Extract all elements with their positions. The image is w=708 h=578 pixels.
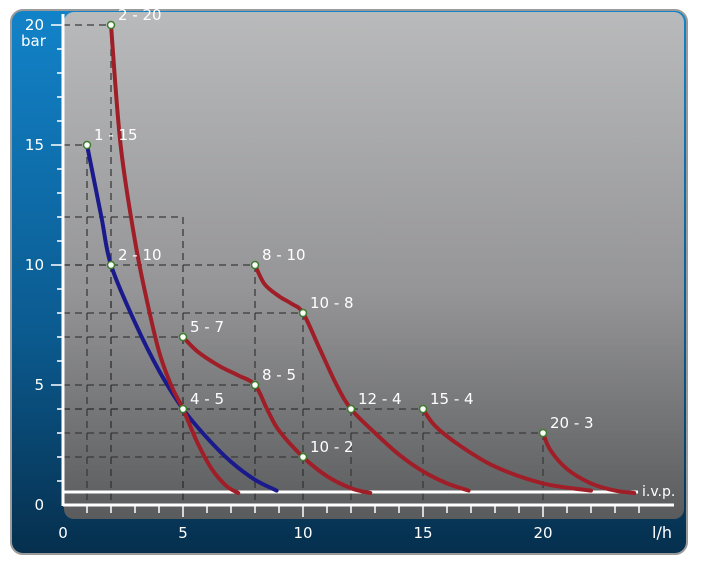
axes — [61, 14, 674, 507]
series-line-1 — [109, 23, 241, 495]
x-tick-label-4: 20 — [533, 524, 552, 542]
data-label-4: 4 - 5 — [190, 390, 224, 408]
data-point-3 — [178, 332, 188, 342]
series-line-2 — [181, 335, 373, 495]
data-label-11: 20 - 3 — [550, 414, 594, 432]
data-point-10 — [418, 404, 428, 414]
plot-area — [64, 12, 684, 519]
data-point-8 — [298, 452, 308, 462]
y-tick-label-2: 10 — [25, 256, 44, 274]
data-label-5: 8 - 10 — [262, 246, 306, 264]
data-point-7 — [298, 308, 308, 318]
data-label-0: 1 - 15 — [94, 126, 138, 144]
data-point-0 — [82, 140, 92, 150]
data-points: 1 - 15 2 - 20 2 - 10 5 - 7 4 - 5 8 - 10 8 - 5 1… — [82, 6, 594, 462]
x-tick-label-3: 15 — [413, 524, 432, 542]
data-point-6 — [250, 380, 260, 390]
data-label-6: 8 - 5 — [262, 366, 296, 384]
data-point-9 — [346, 404, 356, 414]
x-axis-label: l/h — [652, 523, 672, 542]
baseline-label: i.v.p. — [642, 484, 675, 500]
x-tick-label-2: 10 — [293, 524, 312, 542]
data-point-1 — [106, 20, 116, 30]
data-point-5 — [250, 260, 260, 270]
data-point-4 — [178, 404, 188, 414]
data-label-8: 10 - 2 — [310, 438, 354, 456]
data-label-9: 12 - 4 — [358, 390, 402, 408]
data-label-10: 15 - 4 — [430, 390, 474, 408]
series-line-5 — [541, 431, 637, 495]
data-label-3: 5 - 7 — [190, 318, 224, 336]
y-axis-label: bar — [21, 32, 47, 50]
x-tick-label-0: 0 — [58, 524, 68, 542]
data-point-11 — [538, 428, 548, 438]
data-point-2 — [106, 260, 116, 270]
series-line-3 — [253, 263, 471, 493]
data-label-1: 2 - 20 — [118, 6, 162, 24]
y-tick-label-0: 0 — [34, 496, 44, 514]
y-tick-label-1: 5 — [34, 376, 44, 394]
series-lines — [85, 23, 637, 495]
series-line-0 — [85, 143, 279, 493]
series-line-4 — [421, 407, 593, 493]
data-label-7: 10 - 8 — [310, 294, 354, 312]
y-tick-label-3: 15 — [25, 136, 44, 154]
x-tick-label-1: 5 — [178, 524, 188, 542]
y-tick-label-4: 20 — [25, 16, 44, 34]
axis-ticks: 0 5 10 15 20 0 5 10 15 20 — [25, 16, 640, 542]
data-label-2: 2 - 10 — [118, 246, 162, 264]
